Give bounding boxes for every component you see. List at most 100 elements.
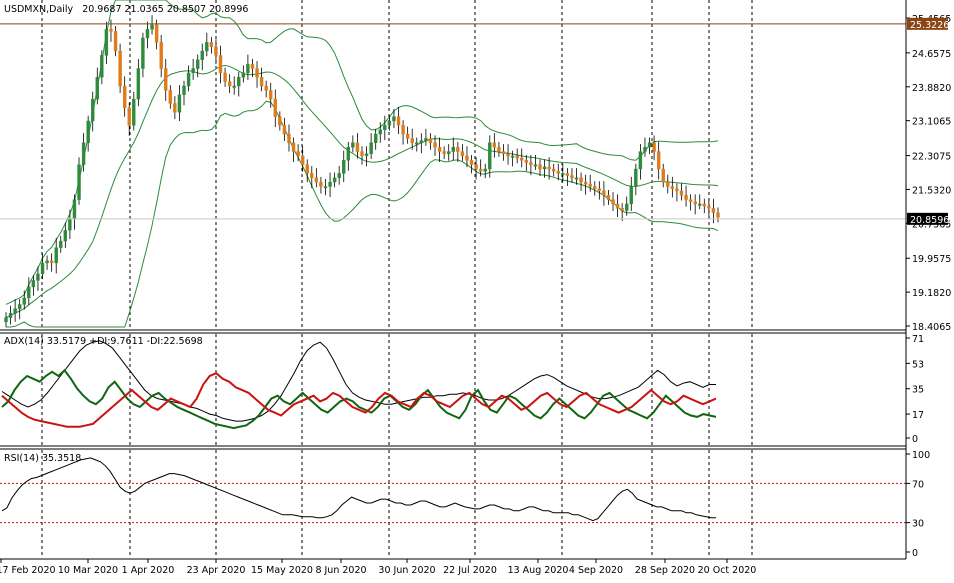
- candle-body: [200, 50, 204, 60]
- candle-body: [492, 142, 497, 148]
- candle-body: [31, 280, 36, 288]
- candle-body: [104, 29, 109, 56]
- adx-tick-label: 17: [912, 410, 924, 421]
- candle-body: [186, 72, 191, 87]
- series-minus-di: [1, 372, 717, 428]
- candle-body: [351, 142, 355, 148]
- candle-body: [250, 63, 255, 69]
- candle-body: [638, 151, 643, 170]
- candle-body: [561, 173, 565, 176]
- candle-body: [182, 85, 186, 95]
- candle-body: [707, 205, 711, 209]
- candle-body: [360, 151, 364, 157]
- candle-body: [460, 151, 465, 157]
- candle-body: [95, 77, 99, 100]
- candle-body: [597, 188, 602, 192]
- candle-body: [533, 164, 538, 167]
- candle-body: [282, 125, 287, 135]
- candle-body: [132, 98, 136, 126]
- candle-body: [542, 166, 547, 170]
- candle-body: [666, 181, 670, 187]
- candle-body: [433, 142, 437, 148]
- x-tick-label: 8 Jun 2020: [315, 565, 366, 576]
- candle-body: [652, 142, 656, 152]
- adx-tick-label: 0: [912, 434, 918, 445]
- y-tick-label: 23.8820: [912, 83, 951, 94]
- candle-body: [679, 190, 684, 196]
- candle-body: [447, 151, 451, 154]
- x-tick-label: 23 Apr 2020: [187, 565, 246, 576]
- candle-body: [241, 72, 246, 78]
- adx-tick-label: 71: [912, 334, 924, 345]
- candle-body: [59, 240, 63, 248]
- candle-body: [369, 142, 373, 154]
- candle-body: [273, 98, 277, 117]
- rsi-tick-label: 0: [912, 548, 918, 559]
- x-tick-label: 1 Apr 2020: [122, 565, 175, 576]
- candle-body: [8, 312, 13, 318]
- candle-body: [195, 59, 200, 69]
- rsi-panel: RSI(14) 35.3518: [0, 450, 906, 558]
- candle-body: [684, 195, 688, 200]
- y-tick-label: 22.3075: [912, 152, 951, 163]
- x-axis: 17 Feb 2020 10 Mar 2020 1 Apr 2020 23 Apr 2…: [0, 559, 756, 576]
- candle-body: [22, 297, 26, 305]
- rsi-tick-label: 70: [912, 479, 924, 490]
- candle-body: [319, 181, 323, 187]
- candle-body: [255, 68, 259, 78]
- candle-body: [510, 155, 515, 158]
- adx-lines: [1, 340, 717, 430]
- candle-body: [716, 212, 720, 218]
- candle-body: [40, 262, 45, 275]
- candle-body: [154, 24, 159, 43]
- rsi-grid: [41, 450, 753, 558]
- candle-body: [36, 273, 40, 281]
- candle-body: [300, 155, 305, 165]
- candle-body: [68, 219, 72, 231]
- candle-body: [620, 208, 624, 211]
- price-panel-bg: [0, 0, 906, 327]
- candle-body: [177, 94, 182, 113]
- candle-body: [383, 125, 387, 130]
- x-tick-label: 13 Aug 2020: [508, 565, 569, 576]
- candle-body: [141, 37, 145, 69]
- candle-body: [419, 140, 424, 143]
- candle-body: [77, 164, 81, 200]
- current-price-tag-bg: [907, 212, 948, 225]
- candle-body: [602, 190, 606, 196]
- candle-body: [54, 247, 58, 264]
- candle-body: [227, 81, 232, 87]
- candle-body: [588, 184, 592, 187]
- candle-body: [214, 46, 218, 56]
- y-tick-label: 24.6575: [912, 49, 951, 60]
- symbol-label: USDMXN,Daily: [4, 4, 74, 15]
- candle-body: [81, 142, 86, 165]
- candle-body: [378, 129, 382, 135]
- candle-body: [711, 208, 716, 213]
- candle-body: [387, 120, 392, 126]
- candle-body: [205, 42, 209, 52]
- adx-tick-label: 53: [912, 359, 924, 370]
- price-panel: USDMXN,Daily 20.9687 21.0365 20.8507 20.…: [0, 0, 906, 328]
- candle-body: [259, 77, 264, 87]
- candle-body: [501, 151, 506, 154]
- x-tick-label: 17 Feb 2020: [0, 565, 56, 576]
- candle-body: [524, 160, 529, 163]
- x-tick-label: 30 Jun 2020: [378, 565, 435, 576]
- candle-body: [373, 133, 378, 143]
- y-tick-label: 19.1820: [912, 288, 951, 299]
- candle-body: [451, 146, 455, 152]
- candle-body: [337, 173, 341, 178]
- candle-body: [547, 166, 551, 170]
- candle-body: [164, 68, 168, 91]
- candle-body: [269, 90, 273, 100]
- x-tick-label: 20 Oct 2020: [698, 565, 757, 576]
- candle-body: [49, 260, 54, 264]
- candle-body: [346, 146, 351, 161]
- candle-body: [629, 186, 633, 205]
- candle-body: [579, 177, 583, 183]
- candle-body: [437, 146, 442, 152]
- candle-body: [13, 308, 17, 314]
- candle-body: [615, 203, 620, 209]
- y-axes: 25.456524.657523.882023.106522.307521.53…: [906, 14, 951, 559]
